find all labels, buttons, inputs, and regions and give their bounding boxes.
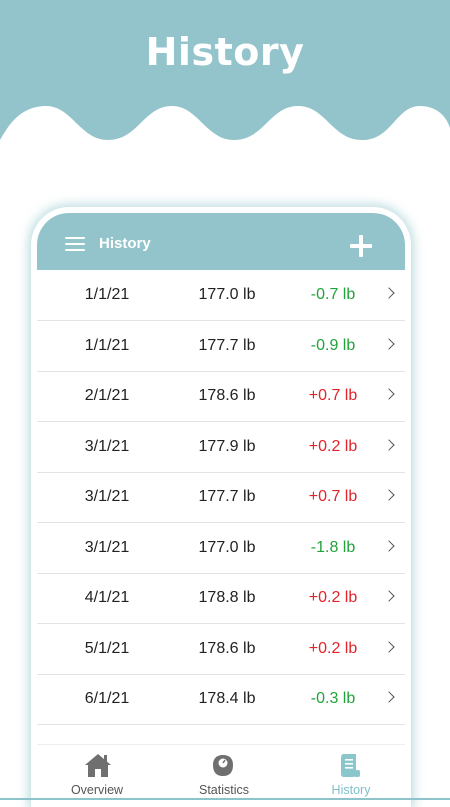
entry-date: 3/1/21	[84, 538, 130, 556]
entry-date: 6/1/21	[84, 690, 130, 707]
nav-item-overview[interactable]: Overview	[37, 745, 157, 807]
bottom-accent-line	[0, 798, 450, 800]
entry-weight: 178.4 lb	[198, 690, 256, 707]
entry-change: -0.9 lb	[310, 336, 356, 354]
phone-screen: History 1/1/21 177.0 lb -0.7 lb 1/1/21 177.7…	[37, 213, 405, 807]
app-bar-title: History	[99, 235, 151, 252]
entry-date: 5/1/21	[84, 639, 130, 657]
entry-weight: 177.7 lb	[198, 336, 256, 354]
chevron-right-icon[interactable]	[383, 438, 395, 451]
history-row[interactable]: 5/1/21 178.6 lb +0.2 lb	[37, 624, 405, 675]
history-row[interactable]: 6/1/21 178.4 lb -0.3 lb	[37, 674, 405, 725]
chevron-right-icon[interactable]	[383, 337, 395, 350]
entry-change: -0.3 lb	[310, 690, 356, 707]
wave-banner-background	[0, 0, 450, 140]
history-row[interactable]: 1/1/21 177.0 lb -0.7 lb	[37, 270, 405, 321]
entry-weight: 177.0 lb	[198, 538, 256, 556]
home-icon	[85, 754, 111, 777]
hamburger-menu-icon[interactable]	[65, 237, 85, 251]
entry-weight: 178.8 lb	[198, 589, 256, 606]
entry-change: -1.8 lb	[310, 538, 356, 556]
chevron-right-icon[interactable]	[383, 489, 395, 501]
add-entry-button[interactable]	[350, 235, 372, 257]
app-bar: History	[37, 213, 405, 270]
entry-weight: 177.7 lb	[198, 488, 256, 505]
entry-change: +0.2 lb	[308, 589, 358, 606]
entry-change: -0.7 lb	[310, 286, 356, 303]
scale-icon	[213, 755, 233, 776]
phone-frame: History 1/1/21 177.0 lb -0.7 lb 1/1/21 177.7…	[31, 207, 411, 807]
history-list: 1/1/21 177.0 lb -0.7 lb 1/1/21 177.7 lb -0.9 …	[37, 270, 405, 807]
bottom-navigation: Overview Statistics History	[37, 744, 405, 807]
chevron-right-icon[interactable]	[383, 640, 395, 653]
entry-date: 4/1/21	[84, 589, 130, 606]
entry-change: +0.2 lb	[308, 437, 358, 455]
chevron-right-icon[interactable]	[383, 287, 395, 299]
entry-date: 3/1/21	[84, 437, 130, 455]
nav-label-statistics: Statistics	[198, 783, 249, 797]
history-row[interactable]: 1/1/21 177.7 lb -0.9 lb	[37, 321, 405, 372]
nav-label-history: History	[331, 783, 371, 797]
history-row[interactable]: 2/1/21 178.6 lb +0.7 lb	[37, 371, 405, 422]
history-row[interactable]: 3/1/21 177.0 lb -1.8 lb	[37, 523, 405, 574]
nav-item-history[interactable]: History	[291, 745, 405, 807]
nav-item-statistics[interactable]: Statistics	[164, 745, 284, 807]
entry-date: 1/1/21	[84, 286, 130, 303]
history-row[interactable]: 3/1/21 177.9 lb +0.2 lb	[37, 422, 405, 473]
entry-date: 3/1/21	[84, 488, 130, 505]
entry-change: +0.2 lb	[308, 639, 358, 657]
banner-title: History	[145, 30, 305, 74]
chevron-right-icon[interactable]	[383, 388, 395, 400]
entry-weight: 178.6 lb	[198, 639, 256, 657]
entry-weight: 177.0 lb	[198, 286, 256, 303]
chevron-right-icon[interactable]	[383, 691, 395, 703]
history-row[interactable]: 3/1/21 177.7 lb +0.7 lb	[37, 472, 405, 523]
entry-date: 1/1/21	[84, 336, 130, 354]
entry-date: 2/1/21	[84, 387, 130, 404]
page-banner: History	[0, 0, 450, 145]
entry-change: +0.7 lb	[308, 488, 358, 505]
chevron-right-icon[interactable]	[383, 590, 395, 602]
history-row[interactable]: 4/1/21 178.8 lb +0.2 lb	[37, 573, 405, 624]
entry-change: +0.7 lb	[308, 387, 358, 404]
entry-weight: 177.9 lb	[198, 437, 256, 455]
entry-weight: 178.6 lb	[198, 387, 256, 404]
chevron-right-icon[interactable]	[383, 539, 395, 552]
nav-label-overview: Overview	[70, 783, 124, 797]
scroll-icon	[341, 754, 360, 777]
